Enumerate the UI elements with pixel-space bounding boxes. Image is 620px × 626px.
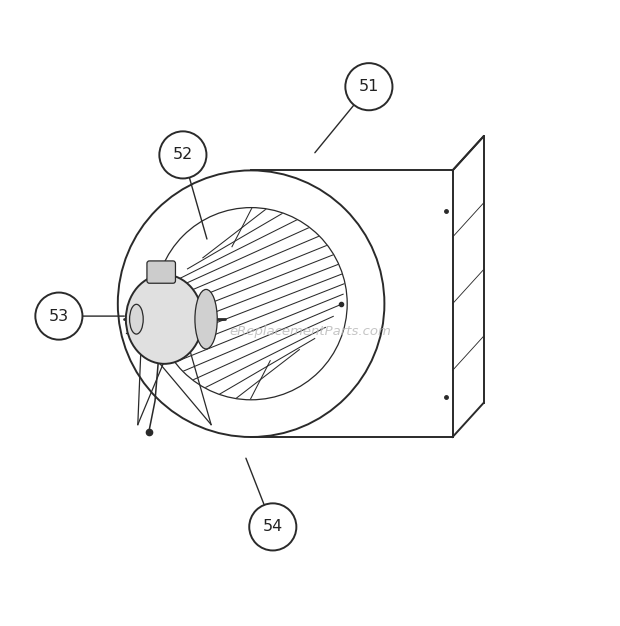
Ellipse shape <box>126 275 203 364</box>
Circle shape <box>249 503 296 550</box>
Text: eReplacementParts.com: eReplacementParts.com <box>229 325 391 338</box>
Circle shape <box>35 292 82 340</box>
Text: 53: 53 <box>49 309 69 324</box>
FancyBboxPatch shape <box>147 261 175 283</box>
Text: 52: 52 <box>173 147 193 162</box>
Text: 51: 51 <box>359 80 379 94</box>
Text: 54: 54 <box>263 520 283 535</box>
Ellipse shape <box>130 304 143 334</box>
Circle shape <box>345 63 392 110</box>
Ellipse shape <box>195 289 217 349</box>
Circle shape <box>159 131 206 178</box>
